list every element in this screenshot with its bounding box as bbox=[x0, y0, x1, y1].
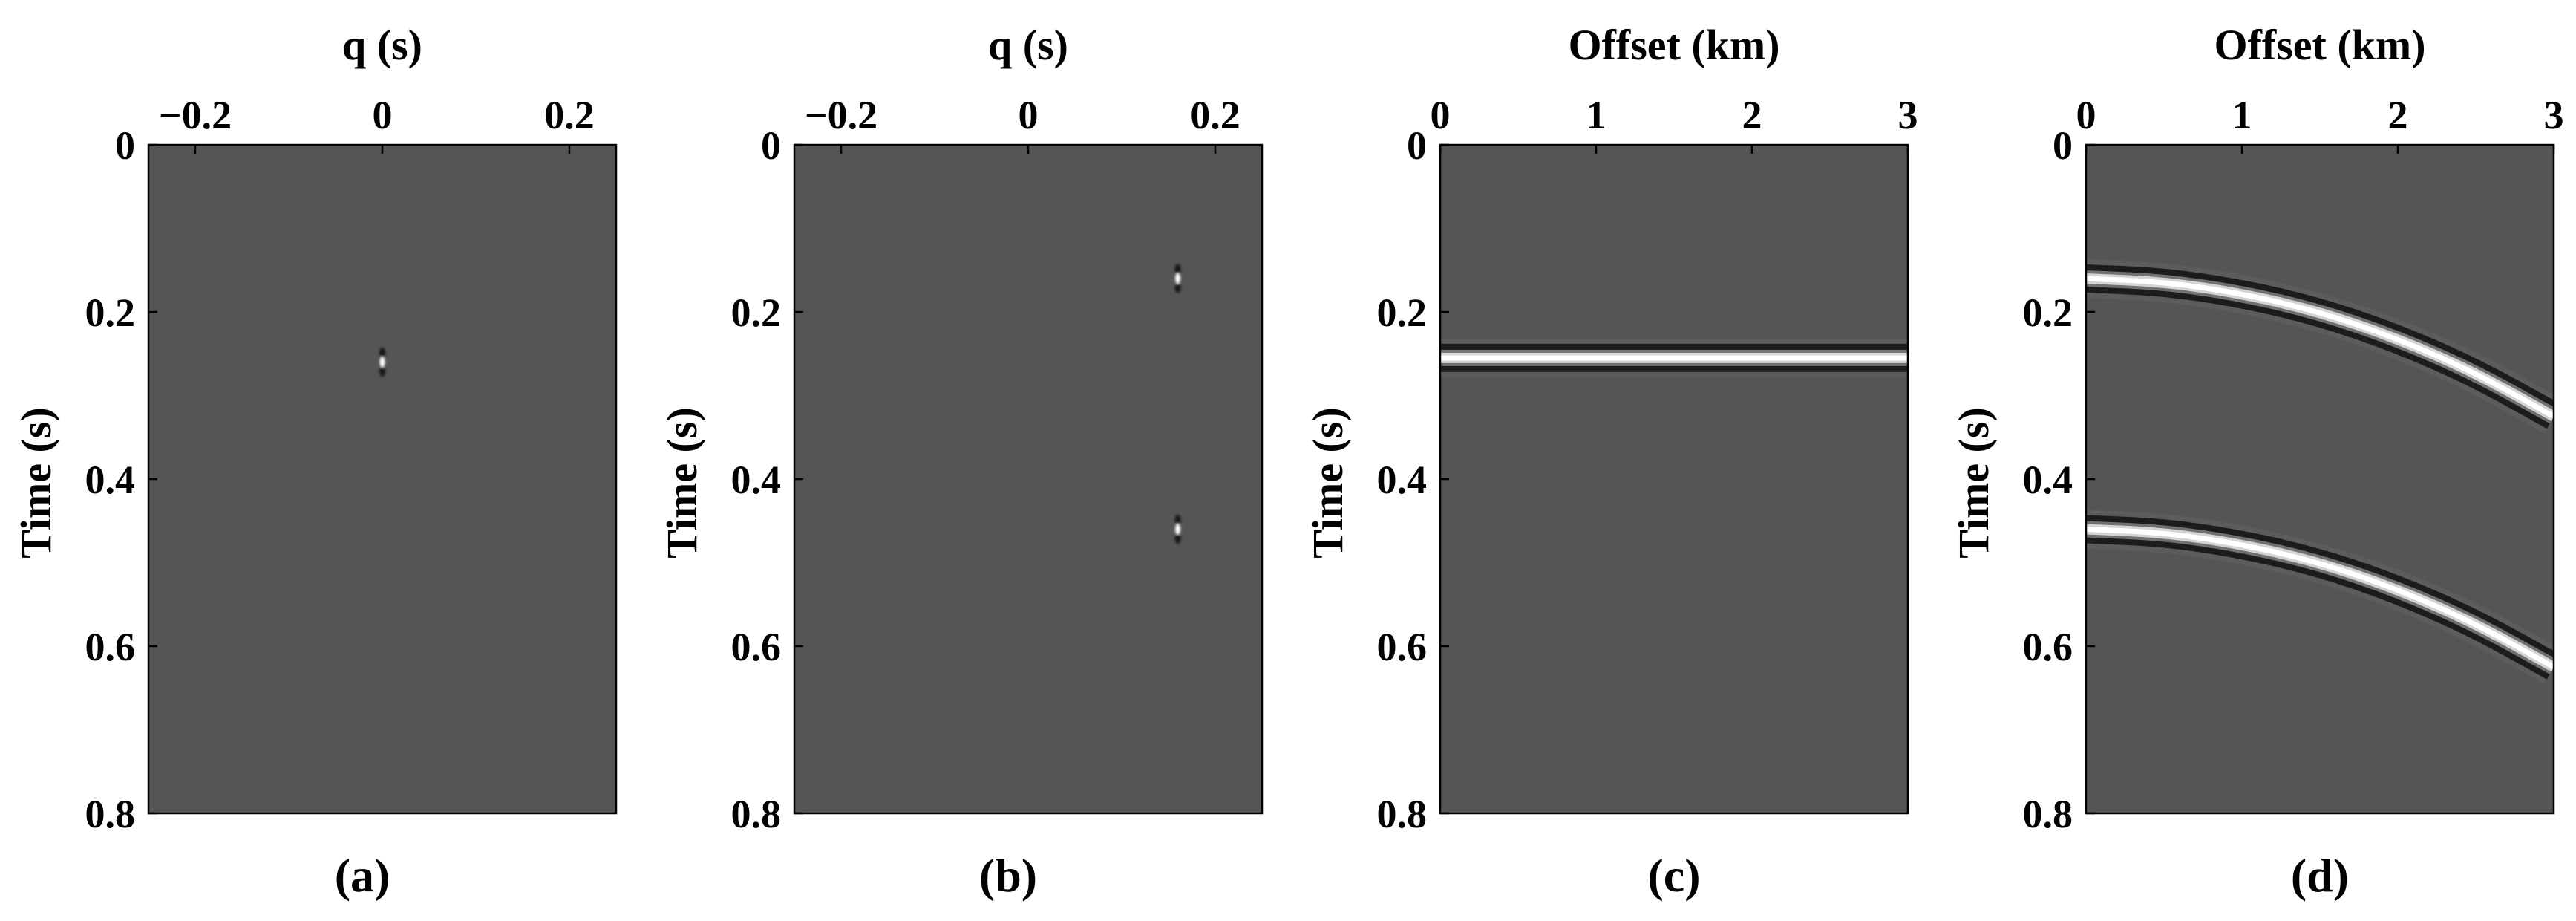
panel-d-caption: (d) bbox=[2291, 849, 2349, 902]
panel-b-xlabel: q (s) bbox=[988, 21, 1068, 69]
panel-c-ytick-label-4: 0.8 bbox=[1377, 792, 1428, 836]
panel-b-ytick-label-3: 0.6 bbox=[731, 625, 782, 669]
panel-d-xlabel: Offset (km) bbox=[2214, 21, 2425, 69]
panel-d-plot-area bbox=[2086, 145, 2554, 813]
panel-c-xtick-label-0: 0 bbox=[1431, 93, 1451, 137]
panel-b-point-1 bbox=[1174, 515, 1181, 544]
panel-d-events bbox=[2086, 259, 2554, 684]
panel-c-ytick-label-3: 0.6 bbox=[1377, 625, 1428, 669]
panel-a-plot: −0.2 0 0.2 0 0.2 0.4 0.6 0.8 bbox=[85, 93, 618, 836]
panel-a: q (s) Time (s) (a) −0.2 0 0.2 0 0.2 0.4 0.6 0.8 bbox=[12, 21, 618, 902]
panel-c-ytick-label-2: 0.4 bbox=[1377, 458, 1428, 502]
panel-b-xtick-label-1: 0 bbox=[1019, 93, 1039, 137]
panel-b-xtick-label-0: −0.2 bbox=[805, 93, 877, 137]
panel-d-xtick-label-3: 3 bbox=[2544, 93, 2564, 137]
panel-d-ytick-label-3: 0.6 bbox=[2023, 625, 2073, 669]
panel-d-event-1 bbox=[2086, 510, 2554, 684]
panel-d-ytick-label-1: 0.2 bbox=[2023, 290, 2073, 335]
panel-d-xtick-label-1: 1 bbox=[2232, 93, 2252, 137]
panel-a-xtick-label-1: 0 bbox=[373, 93, 393, 137]
panel-c-ylabel: Time (s) bbox=[1304, 407, 1352, 559]
panel-a-plot-area bbox=[148, 145, 616, 813]
panel-b-ytick-label-1: 0.2 bbox=[731, 290, 782, 335]
panel-d: Offset (km) Time (s) (d) 0 1 2 300.20.40.60… bbox=[1949, 21, 2564, 902]
panel-b-xtick-label-2: 0.2 bbox=[1190, 93, 1240, 137]
panel-a-point-0 bbox=[379, 348, 385, 377]
panel-c-ytick-label-0: 0 bbox=[1407, 123, 1427, 168]
panel-d-xtick-label-2: 2 bbox=[2388, 93, 2408, 137]
panel-c-xtick-label-3: 3 bbox=[1898, 93, 1918, 137]
panel-b-point-0 bbox=[1174, 264, 1181, 293]
panel-d-plot: 0 1 2 3 0 0.2 0.4 0.6 0.8 bbox=[2023, 93, 2564, 836]
panel-c-plot: 0 1 2 3 0 0.2 0.4 0.6 0.8 bbox=[1377, 93, 1918, 836]
panel-a-xtick-label-0: −0.2 bbox=[159, 93, 232, 137]
panel-c-ytick-label-1: 0.2 bbox=[1377, 290, 1428, 335]
panel-a-ytick-label-4: 0.8 bbox=[85, 792, 136, 836]
panel-c-plot-area bbox=[1440, 145, 1908, 813]
panel-b-plot-area bbox=[794, 145, 1262, 813]
panel-a-caption: (a) bbox=[335, 849, 390, 902]
panel-b-ytick-label-4: 0.8 bbox=[731, 792, 782, 836]
panel-d-event-0 bbox=[2086, 259, 2554, 434]
panel-c: Offset (km) Time (s) (c) 0 1 2 300.20.40.60… bbox=[1304, 21, 1918, 902]
panel-c-xlabel: Offset (km) bbox=[1568, 21, 1779, 69]
panel-c-xtick-label-2: 2 bbox=[1742, 93, 1762, 137]
panel-d-ylabel: Time (s) bbox=[1949, 407, 1998, 559]
panel-d-xtick-label-0: 0 bbox=[2076, 93, 2096, 137]
panel-a-ytick-label-0: 0 bbox=[115, 123, 135, 168]
panel-a-ytick-label-1: 0.2 bbox=[85, 290, 136, 335]
panel-d-ytick-label-0: 0 bbox=[2053, 123, 2073, 168]
panel-b-caption: (b) bbox=[979, 849, 1037, 902]
panel-b-ytick-label-2: 0.4 bbox=[731, 458, 782, 502]
panel-d-ytick-label-4: 0.8 bbox=[2023, 792, 2073, 836]
panel-b-ylabel: Time (s) bbox=[658, 407, 706, 559]
panel-a-xlabel: q (s) bbox=[342, 21, 422, 69]
panel-a-xtick-label-2: 0.2 bbox=[544, 93, 595, 137]
panel-b: q (s) Time (s) (b) −0.2 0 0.2 0 0.2 0.4 0.6 0.8 bbox=[658, 21, 1264, 902]
panel-b-ytick-label-0: 0 bbox=[761, 123, 781, 168]
panel-a-events bbox=[379, 348, 385, 377]
panel-b-plot: −0.2 0 0.2 0 0.2 0.4 0.6 0.8 bbox=[731, 93, 1264, 836]
panel-a-ytick-label-2: 0.4 bbox=[85, 458, 136, 502]
panel-a-ytick-label-3: 0.6 bbox=[85, 625, 136, 669]
panel-c-xtick-label-1: 1 bbox=[1586, 93, 1606, 137]
panel-d-ytick-label-2: 0.4 bbox=[2023, 458, 2073, 502]
panel-c-caption: (c) bbox=[1647, 849, 1700, 902]
panel-a-ylabel: Time (s) bbox=[12, 407, 60, 559]
panel-b-events bbox=[1174, 264, 1181, 544]
